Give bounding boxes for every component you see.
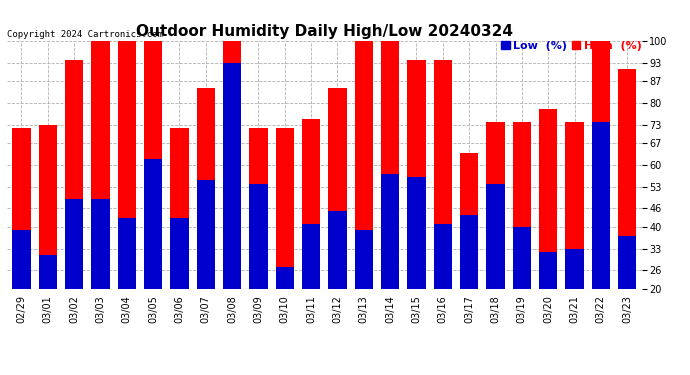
Bar <box>486 122 504 289</box>
Bar <box>91 199 110 289</box>
Bar <box>117 41 136 289</box>
Title: Outdoor Humidity Daily High/Low 20240324: Outdoor Humidity Daily High/Low 20240324 <box>136 24 513 39</box>
Bar <box>591 122 610 289</box>
Bar <box>144 41 162 289</box>
Bar <box>513 227 531 289</box>
Bar <box>249 184 268 289</box>
Bar <box>433 224 452 289</box>
Bar <box>355 41 373 289</box>
Bar <box>381 41 400 289</box>
Bar <box>275 267 294 289</box>
Bar <box>565 122 584 289</box>
Bar <box>117 217 136 289</box>
Bar <box>302 224 320 289</box>
Bar <box>328 211 346 289</box>
Bar <box>91 41 110 289</box>
Bar <box>302 118 320 289</box>
Legend: Low  (%), High  (%): Low (%), High (%) <box>501 41 642 51</box>
Bar <box>407 60 426 289</box>
Bar <box>407 177 426 289</box>
Bar <box>39 125 57 289</box>
Bar <box>12 230 30 289</box>
Bar <box>539 252 558 289</box>
Bar <box>433 60 452 289</box>
Bar <box>197 88 215 289</box>
Bar <box>144 159 162 289</box>
Bar <box>618 69 636 289</box>
Bar <box>591 41 610 289</box>
Bar <box>460 214 478 289</box>
Bar <box>460 153 478 289</box>
Bar <box>249 128 268 289</box>
Bar <box>223 63 241 289</box>
Bar <box>223 41 241 289</box>
Bar <box>381 174 400 289</box>
Bar <box>12 128 30 289</box>
Bar <box>486 184 504 289</box>
Bar <box>618 236 636 289</box>
Bar <box>513 122 531 289</box>
Bar <box>565 249 584 289</box>
Bar <box>197 180 215 289</box>
Bar <box>539 110 558 289</box>
Bar <box>170 217 188 289</box>
Bar <box>39 255 57 289</box>
Bar <box>355 230 373 289</box>
Text: Copyright 2024 Cartronics.com: Copyright 2024 Cartronics.com <box>7 30 163 39</box>
Bar <box>65 60 83 289</box>
Bar <box>170 128 188 289</box>
Bar <box>275 128 294 289</box>
Bar <box>328 88 346 289</box>
Bar <box>65 199 83 289</box>
